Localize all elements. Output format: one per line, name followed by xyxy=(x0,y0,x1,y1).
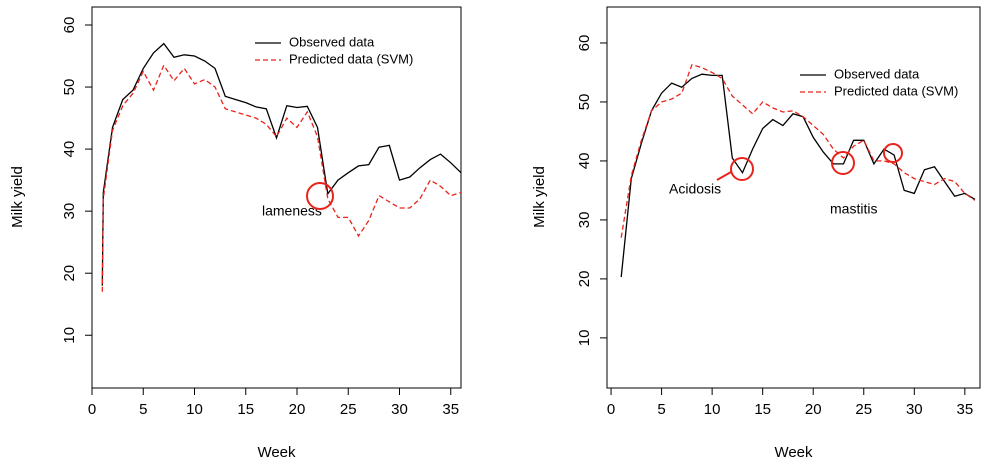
x-tick-label: 25 xyxy=(855,401,872,418)
y-tick-label: 50 xyxy=(576,94,593,111)
annotation: Acidosis xyxy=(669,181,721,197)
legend-label: Predicted data (SVM) xyxy=(834,83,958,98)
y-tick-label: 40 xyxy=(61,141,78,158)
x-axis-label: Week xyxy=(774,444,813,461)
plot-frame xyxy=(606,6,981,389)
y-tick-label: 10 xyxy=(576,330,593,347)
x-tick-label: 20 xyxy=(289,401,306,418)
y-tick-label: 40 xyxy=(576,153,593,170)
y-tick-label: 60 xyxy=(61,17,78,34)
x-tick-label: 0 xyxy=(607,401,615,418)
series-line xyxy=(101,42,462,286)
x-tick-label: 5 xyxy=(139,401,147,418)
annotation-circle xyxy=(831,151,855,175)
annotation: lameness xyxy=(262,203,322,219)
y-tick-label: 20 xyxy=(576,271,593,288)
plot-frame xyxy=(91,6,462,389)
x-tick-label: 0 xyxy=(88,401,96,418)
x-tick-label: 20 xyxy=(805,401,822,418)
y-tick-label: 20 xyxy=(61,265,78,282)
series-line xyxy=(101,63,462,292)
x-tick-label: 30 xyxy=(906,401,923,418)
annotation-circle xyxy=(306,182,334,210)
annotation-circle xyxy=(730,157,754,181)
x-tick-label: 10 xyxy=(186,401,203,418)
annotation-circle xyxy=(883,143,903,163)
x-tick-label: 15 xyxy=(754,401,771,418)
x-tick-label: 25 xyxy=(340,401,357,418)
y-axis-label: Milk yield xyxy=(9,166,26,228)
x-tick-label: 5 xyxy=(657,401,665,418)
x-tick-label: 35 xyxy=(956,401,973,418)
x-tick-label: 30 xyxy=(391,401,408,418)
x-tick-label: 35 xyxy=(442,401,459,418)
legend-label: Predicted data (SVM) xyxy=(289,51,413,66)
legend-label: Observed data xyxy=(834,66,920,81)
y-tick-label: 30 xyxy=(61,203,78,220)
series-line xyxy=(620,64,976,238)
annotation-pointer xyxy=(716,171,732,181)
x-tick-label: 15 xyxy=(237,401,254,418)
annotation: mastitis xyxy=(830,201,877,217)
series-line xyxy=(620,73,976,278)
x-tick-label: 10 xyxy=(704,401,721,418)
legend-label: Observed data xyxy=(289,34,375,49)
y-tick-label: 30 xyxy=(576,212,593,229)
y-tick-label: 50 xyxy=(61,79,78,96)
y-tick-label: 60 xyxy=(576,35,593,52)
y-axis-label: Milk yield xyxy=(531,166,548,228)
y-tick-label: 10 xyxy=(61,327,78,344)
x-axis-label: Week xyxy=(257,444,296,461)
